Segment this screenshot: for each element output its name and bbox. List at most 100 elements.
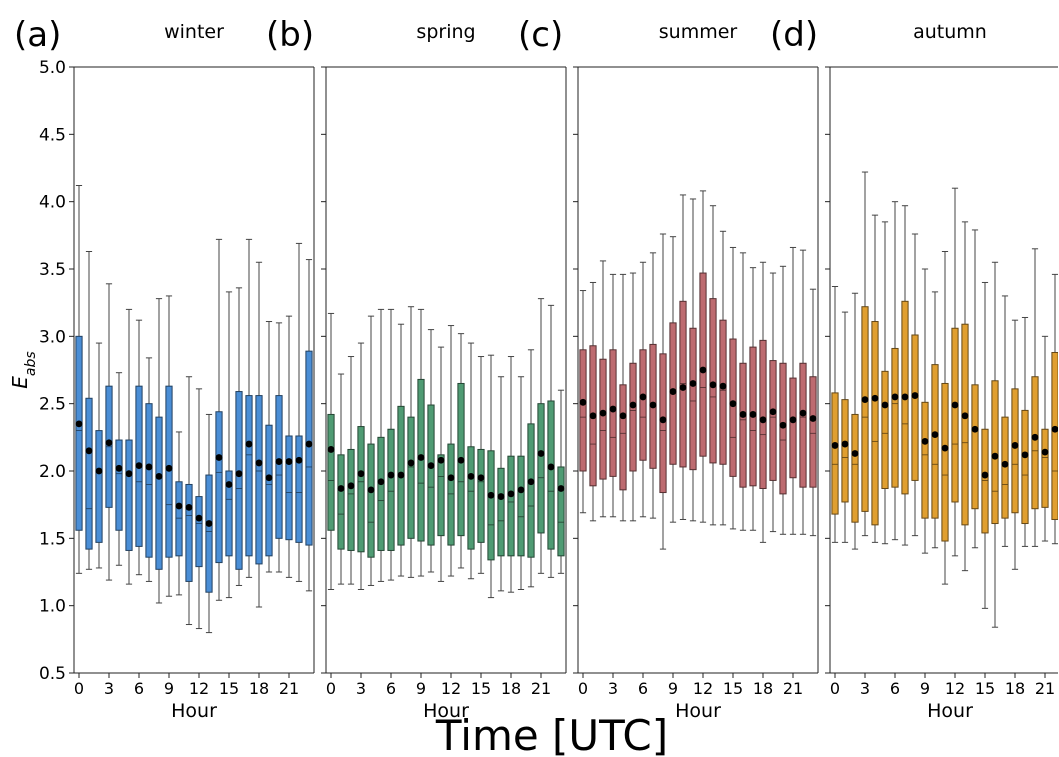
x-tick-label: 12 bbox=[693, 679, 713, 698]
mean-dot bbox=[589, 412, 597, 420]
mean-dot bbox=[851, 450, 859, 457]
box-h13 bbox=[205, 474, 213, 593]
mean-dot bbox=[799, 409, 807, 417]
plot-area bbox=[831, 171, 1058, 628]
plot-area bbox=[579, 190, 817, 550]
box-h21 bbox=[1041, 428, 1049, 508]
mean-dot bbox=[971, 425, 979, 433]
mean-dot bbox=[739, 411, 747, 418]
mean-dot bbox=[407, 459, 415, 467]
x-axis-label: Hour bbox=[171, 700, 217, 722]
x-tick-label: 18 bbox=[1005, 679, 1025, 698]
mean-dot bbox=[669, 388, 677, 395]
box-h10 bbox=[427, 404, 435, 546]
box-h13 bbox=[961, 323, 969, 526]
mean-dot bbox=[477, 474, 485, 482]
mean-dot bbox=[337, 485, 345, 492]
y-tick-label: 1.0 bbox=[39, 597, 66, 617]
x-tick-label: 12 bbox=[945, 679, 965, 698]
box-h16 bbox=[487, 450, 495, 561]
panel-autumn: 0 3 6 9 12 15 18 21 Hour autumn (d) bbox=[770, 15, 1058, 722]
mean-dot bbox=[831, 442, 839, 449]
box-h22 bbox=[1051, 351, 1058, 520]
mean-dot bbox=[165, 464, 173, 472]
box-h2 bbox=[599, 358, 607, 480]
x-tick-label: 6 bbox=[890, 679, 900, 698]
box-h23 bbox=[809, 376, 817, 488]
mean-dot bbox=[941, 444, 949, 452]
mean-dot bbox=[85, 447, 93, 455]
box-h14 bbox=[467, 446, 475, 550]
x-tick-label: 21 bbox=[531, 679, 551, 698]
mean-dot bbox=[719, 382, 727, 390]
box-h7 bbox=[145, 403, 153, 558]
box-h0 bbox=[75, 335, 83, 531]
box-h23 bbox=[305, 350, 313, 546]
box-h5 bbox=[377, 436, 385, 551]
box-h16 bbox=[991, 380, 999, 525]
x-tick-label: 6 bbox=[386, 679, 396, 698]
mean-dot bbox=[1001, 460, 1009, 468]
x-tick-label: 0 bbox=[74, 679, 84, 698]
box-h12 bbox=[699, 272, 707, 457]
mean-dot bbox=[175, 502, 183, 510]
box-h16 bbox=[235, 391, 243, 570]
box-h10 bbox=[175, 481, 183, 557]
mean-dot bbox=[609, 405, 617, 413]
y-tick-label: 0.5 bbox=[39, 664, 66, 684]
mean-dot bbox=[659, 416, 667, 424]
mean-dot bbox=[769, 408, 777, 416]
mean-dot bbox=[245, 440, 253, 448]
mean-dot bbox=[427, 462, 435, 470]
mean-dot bbox=[749, 411, 757, 418]
mean-dot bbox=[135, 462, 143, 470]
box-h0 bbox=[831, 392, 839, 515]
y-tick-label: 4.5 bbox=[39, 125, 66, 145]
x-tick-label: 6 bbox=[638, 679, 648, 698]
mean-dot bbox=[507, 490, 515, 498]
y-tick-label: 2.5 bbox=[39, 395, 66, 415]
box-h18 bbox=[1011, 388, 1019, 514]
mean-dot bbox=[205, 520, 213, 527]
box-h14 bbox=[719, 319, 727, 465]
box-h21 bbox=[285, 435, 293, 541]
plot-area bbox=[327, 298, 565, 599]
mean-dot bbox=[619, 412, 627, 420]
mean-dot bbox=[931, 431, 939, 439]
mean-dot bbox=[95, 467, 103, 475]
mean-dot bbox=[155, 472, 163, 480]
box-h10 bbox=[931, 364, 939, 519]
mean-dot bbox=[729, 400, 737, 408]
mean-dot bbox=[547, 463, 555, 471]
mean-dot bbox=[195, 514, 203, 522]
box-h6 bbox=[387, 428, 395, 551]
mean-dot bbox=[527, 478, 535, 486]
mean-dot bbox=[327, 446, 335, 453]
box-h5 bbox=[881, 370, 889, 490]
panel-label: (b) bbox=[266, 15, 314, 55]
mean-dot bbox=[457, 456, 465, 464]
box-h22 bbox=[547, 400, 555, 550]
mean-dot bbox=[305, 440, 313, 448]
box-h5 bbox=[629, 362, 637, 472]
y-tick-label: 2.0 bbox=[39, 462, 66, 482]
box-h4 bbox=[871, 321, 879, 526]
box-h4 bbox=[367, 443, 375, 558]
box-h16 bbox=[739, 362, 747, 488]
mean-dot bbox=[779, 421, 787, 429]
y-tick-label: 4.0 bbox=[39, 193, 66, 213]
x-tick-label: 18 bbox=[501, 679, 521, 698]
mean-dot bbox=[295, 456, 303, 464]
mean-dot bbox=[841, 440, 849, 448]
y-axis-label: Eabs bbox=[8, 351, 39, 388]
box-h20 bbox=[1031, 376, 1039, 510]
box-h19 bbox=[1021, 409, 1029, 525]
mean-dot bbox=[699, 366, 707, 374]
box-h23 bbox=[557, 466, 565, 557]
x-tick-label: 18 bbox=[249, 679, 269, 698]
box-h15 bbox=[225, 470, 233, 557]
box-h5 bbox=[125, 439, 133, 551]
panel-title: summer bbox=[659, 21, 738, 43]
x-tick-label: 15 bbox=[219, 679, 239, 698]
